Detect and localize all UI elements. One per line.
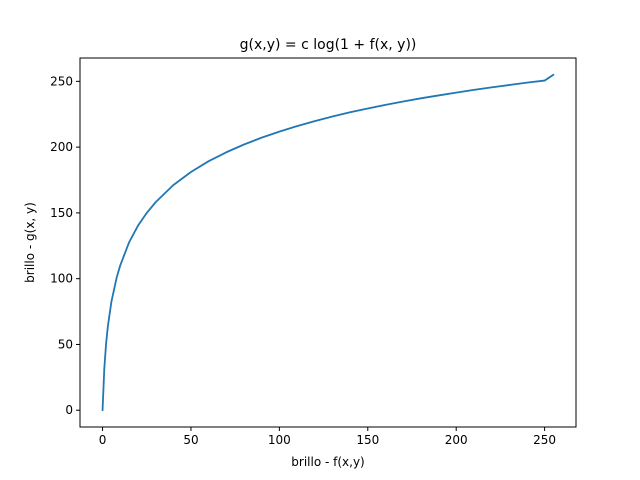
x-tick-label: 50	[183, 433, 198, 447]
y-tick-label: 100	[50, 272, 73, 286]
x-axis-ticks: 0 50 100 150 200 250	[99, 427, 556, 447]
y-tick-label: 250	[50, 74, 73, 88]
plot-area: 0 50 100 150 200 250 0 50 100 150 200 250	[50, 57, 577, 447]
y-axis-ticks: 0 50 100 150 200 250	[50, 74, 80, 417]
y-tick-label: 200	[50, 140, 73, 154]
series-line	[101, 73, 555, 412]
x-axis-label: brillo - f(x,y)	[291, 455, 364, 469]
plot-background	[80, 58, 576, 427]
y-tick-label: 150	[50, 206, 73, 220]
y-axis-label: brillo - g(x, y)	[23, 202, 37, 283]
plot-frame	[79, 57, 577, 428]
chart-title: g(x,y) = c log(1 + f(x, y))	[240, 37, 417, 53]
x-tick-label: 150	[356, 433, 379, 447]
y-tick-label: 0	[65, 403, 73, 417]
x-tick-label: 100	[268, 433, 291, 447]
x-tick-label: 0	[99, 433, 107, 447]
x-tick-label: 200	[445, 433, 468, 447]
x-tick-label: 250	[533, 433, 556, 447]
y-tick-label: 50	[58, 337, 73, 351]
